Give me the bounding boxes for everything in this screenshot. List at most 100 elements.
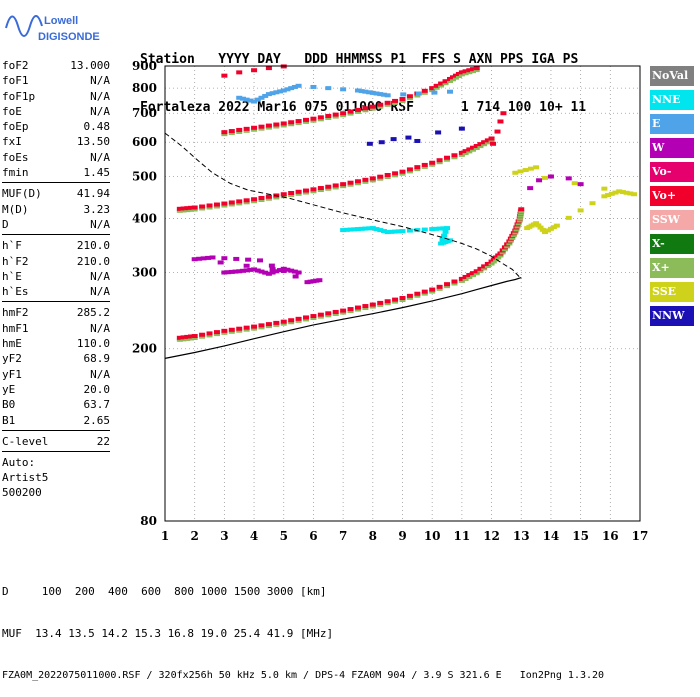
param-name: foE bbox=[2, 104, 22, 118]
echo-mark bbox=[377, 102, 384, 107]
echo-mark bbox=[500, 111, 507, 116]
echo-mark bbox=[373, 91, 380, 96]
echo-mark bbox=[470, 145, 477, 150]
echo-mark bbox=[414, 291, 421, 296]
echo-mark bbox=[447, 89, 453, 94]
param-row: h`F2 210.0 bbox=[2, 254, 110, 269]
echo-mark bbox=[481, 140, 488, 145]
echo-mark bbox=[184, 206, 191, 211]
echo-mark bbox=[458, 126, 465, 131]
echo-mark bbox=[490, 141, 497, 146]
param-name: fxI bbox=[2, 135, 22, 149]
y-tick-label: 400 bbox=[132, 211, 157, 225]
echo-mark bbox=[247, 98, 254, 103]
echo-mark bbox=[340, 308, 347, 313]
echo-mark-x bbox=[451, 282, 458, 286]
echo-mark-x bbox=[332, 115, 339, 119]
echo-mark bbox=[258, 323, 265, 328]
echo-mark bbox=[442, 229, 449, 234]
echo-mark bbox=[347, 180, 354, 185]
echo-mark bbox=[262, 93, 269, 98]
echo-mark bbox=[414, 165, 421, 170]
param-row: foF1 N/A bbox=[2, 73, 110, 88]
echo-mark bbox=[243, 325, 250, 330]
echo-mark-x bbox=[414, 168, 421, 172]
echo-mark bbox=[354, 179, 361, 184]
echo-mark-x bbox=[477, 269, 484, 273]
echo-mark bbox=[444, 155, 451, 160]
echo-mark-x bbox=[221, 133, 228, 137]
echo-mark bbox=[268, 263, 275, 268]
echo-mark bbox=[429, 160, 436, 165]
echo-mark bbox=[384, 93, 391, 98]
echo-mark bbox=[325, 311, 332, 316]
echo-mark bbox=[440, 226, 447, 231]
echo-mark-x bbox=[429, 163, 436, 167]
echo-mark-x bbox=[295, 122, 302, 126]
param-name: C-level bbox=[2, 434, 49, 448]
echo-mark bbox=[265, 123, 272, 128]
echo-mark-x bbox=[377, 177, 384, 181]
param-value: N/A bbox=[90, 150, 110, 164]
y-tick-label: 600 bbox=[132, 135, 157, 149]
echo-mark-x bbox=[518, 210, 525, 214]
echo-mark-x bbox=[458, 153, 465, 157]
echo-mark-x bbox=[512, 231, 519, 235]
param-value: 41.94 bbox=[76, 187, 110, 201]
echo-mark bbox=[517, 169, 524, 174]
echo-mark bbox=[369, 90, 376, 95]
footer-distance: D 100 200 400 600 800 1000 1500 3000 [km… bbox=[2, 585, 327, 598]
echo-mark bbox=[317, 186, 324, 191]
echo-mark bbox=[206, 331, 213, 336]
echo-mark bbox=[392, 229, 399, 234]
echo-mark bbox=[537, 225, 544, 230]
echo-mark bbox=[462, 149, 469, 154]
echo-mark-x bbox=[438, 84, 445, 88]
echo-mark-x bbox=[317, 315, 324, 319]
echo-mark bbox=[432, 226, 439, 231]
echo-mark bbox=[369, 176, 376, 181]
echo-mark bbox=[421, 227, 428, 232]
echo-mark bbox=[205, 255, 212, 260]
param-name: D bbox=[2, 217, 9, 231]
param-name: yF1 bbox=[2, 367, 22, 381]
echo-mark-x bbox=[303, 191, 310, 195]
echo-mark bbox=[436, 284, 443, 289]
echo-mark bbox=[429, 227, 436, 232]
echo-mark bbox=[273, 122, 280, 127]
echo-mark bbox=[325, 184, 332, 189]
echo-mark-x bbox=[377, 303, 384, 307]
echo-mark bbox=[473, 66, 480, 71]
polarization-legend: NoVal NNE E W Vo- Vo+ SSW X- X+ SSE NNW bbox=[650, 66, 694, 330]
echo-mark bbox=[458, 276, 465, 281]
mufd-curve bbox=[164, 132, 522, 280]
echo-mark-x bbox=[447, 79, 453, 83]
y-tick-label: 800 bbox=[132, 81, 157, 95]
echo-mark-x bbox=[199, 335, 206, 339]
echo-mark-x bbox=[347, 112, 354, 116]
echo-mark-x bbox=[429, 290, 436, 294]
echo-mark bbox=[362, 226, 369, 231]
echo-mark-x bbox=[340, 311, 347, 315]
echo-mark bbox=[477, 142, 484, 147]
echo-mark-x bbox=[470, 70, 477, 74]
echo-mark bbox=[196, 256, 203, 261]
echo-mark-x bbox=[206, 206, 213, 210]
echo-mark-x bbox=[288, 193, 295, 197]
echo-mark bbox=[280, 192, 287, 197]
echo-mark bbox=[295, 316, 302, 321]
echo-mark-x bbox=[206, 334, 213, 338]
echo-mark-x bbox=[317, 189, 324, 193]
echo-mark bbox=[565, 215, 572, 220]
echo-mark bbox=[421, 162, 428, 167]
param-row: h`E N/A bbox=[2, 269, 110, 284]
autoscaling-info: Auto: Artist5 500200 bbox=[2, 455, 110, 500]
echo-mark-x bbox=[473, 147, 480, 151]
echo-mark-x bbox=[332, 186, 339, 190]
echo-mark bbox=[213, 330, 220, 335]
x-tick-label: 6 bbox=[309, 529, 317, 543]
echo-mark bbox=[366, 90, 373, 95]
echo-mark-x bbox=[513, 228, 520, 232]
param-value: 13.000 bbox=[70, 59, 110, 72]
echo-mark bbox=[280, 266, 287, 271]
